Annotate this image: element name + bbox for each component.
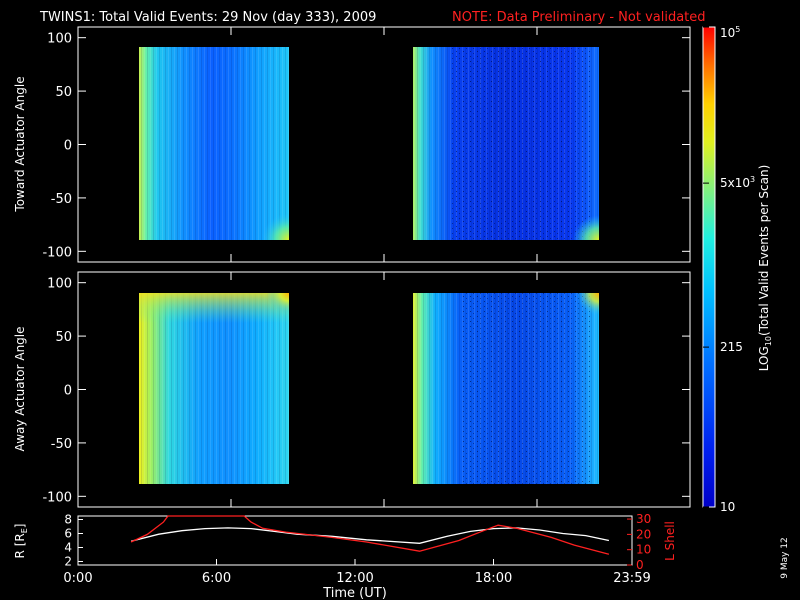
colorbar-tick-text: 10 <box>720 500 735 514</box>
y-tick-label: -100 <box>42 245 72 260</box>
x-tick-label: 12:00 <box>336 571 373 586</box>
panel-away-data <box>139 293 599 484</box>
heatmap-hotspot <box>549 293 599 343</box>
series-line-lshell <box>130 515 610 555</box>
y-tick-label: 8 <box>64 513 72 527</box>
y-tick-label: -100 <box>42 490 72 505</box>
y-tick-label: 2 <box>64 555 72 569</box>
y-tick-label: 4 <box>64 541 72 555</box>
colorbar-tick-label: 215 <box>720 340 743 354</box>
panel-away: -100 -50 0 50 100 Away Actuator Angle <box>13 271 691 508</box>
colorbar-tick-label: 10 <box>720 500 735 514</box>
y-tick-label: -50 <box>51 437 72 452</box>
y-tick-label-right: 10 <box>636 543 651 557</box>
chart-title: TWINS1: Total Valid Events: 29 Nov (day … <box>39 10 376 25</box>
y-tick-label-right: 0 <box>636 558 644 572</box>
colorbar-tick-label: 105 <box>720 25 740 40</box>
orbit-ylabel-left-sub: E <box>20 528 29 533</box>
x-tick-label: 18:00 <box>475 571 512 586</box>
chart-note: NOTE: Data Preliminary - Not validated <box>452 10 706 25</box>
panel-toward-ticks: -100 -50 0 50 100 <box>42 27 691 262</box>
x-tick-label: 6:00 <box>202 571 231 586</box>
colorbar-label-sub: 10 <box>764 336 773 346</box>
panel-orbit-lines <box>130 515 610 555</box>
colorbar-tick-text: 10 <box>720 26 735 40</box>
colorbar-tick-text: 215 <box>720 340 743 354</box>
heatmap-hotspot <box>540 185 599 240</box>
orbit-ylabel-left-main: R [R <box>13 533 27 558</box>
panel-toward-data <box>139 47 599 240</box>
colorbar-tick-label: 5x103 <box>720 175 755 190</box>
colorbar-tick-exp: 3 <box>750 175 755 184</box>
series-line-r <box>130 527 610 544</box>
heatmap-hotspot <box>229 180 289 240</box>
y-tick-label: 100 <box>47 32 72 47</box>
y-tick-label-right: 30 <box>636 512 651 526</box>
y-tick-label: 6 <box>64 527 72 541</box>
x-tick-label: 0:00 <box>63 571 92 586</box>
colorbar-tick-exp: 5 <box>735 25 740 34</box>
y-tick-label: 0 <box>64 139 72 154</box>
x-tick-label: 23:59 <box>613 571 650 586</box>
side-date: 9 May 12 <box>780 537 790 579</box>
orbit-ylabel-left: R [RE] <box>13 524 29 559</box>
colorbar-label: LOG10(Total Valid Events per Scan) <box>757 165 773 372</box>
xaxis-label: Time (UT) <box>322 586 387 600</box>
colorbar-label-pre: LOG <box>757 346 771 371</box>
y-tick-label: 0 <box>64 384 72 399</box>
orbit-ylabel-right: L Shell <box>663 521 677 561</box>
panel-away-ylabel: Away Actuator Angle <box>13 326 27 451</box>
y-tick-label: 100 <box>47 277 72 292</box>
y-tick-label: 50 <box>55 85 72 100</box>
orbit-ylabel-left-end: ] <box>13 524 27 529</box>
panel-away-ticks: -100 -50 0 50 100 <box>42 272 691 507</box>
colorbar-ramp <box>702 26 716 508</box>
colorbar-tick-text: 5x10 <box>720 176 750 190</box>
panel-toward-ylabel: Toward Actuator Angle <box>13 76 27 212</box>
panel-toward: -100 -50 0 50 100 Toward Actuator Angle <box>13 26 691 263</box>
heatmap-hotspot <box>239 293 289 338</box>
y-tick-label: -50 <box>51 192 72 207</box>
y-tick-label-right: 20 <box>636 527 651 541</box>
y-tick-label: 50 <box>55 330 72 345</box>
colorbar-label-post: (Total Valid Events per Scan) <box>757 165 771 336</box>
